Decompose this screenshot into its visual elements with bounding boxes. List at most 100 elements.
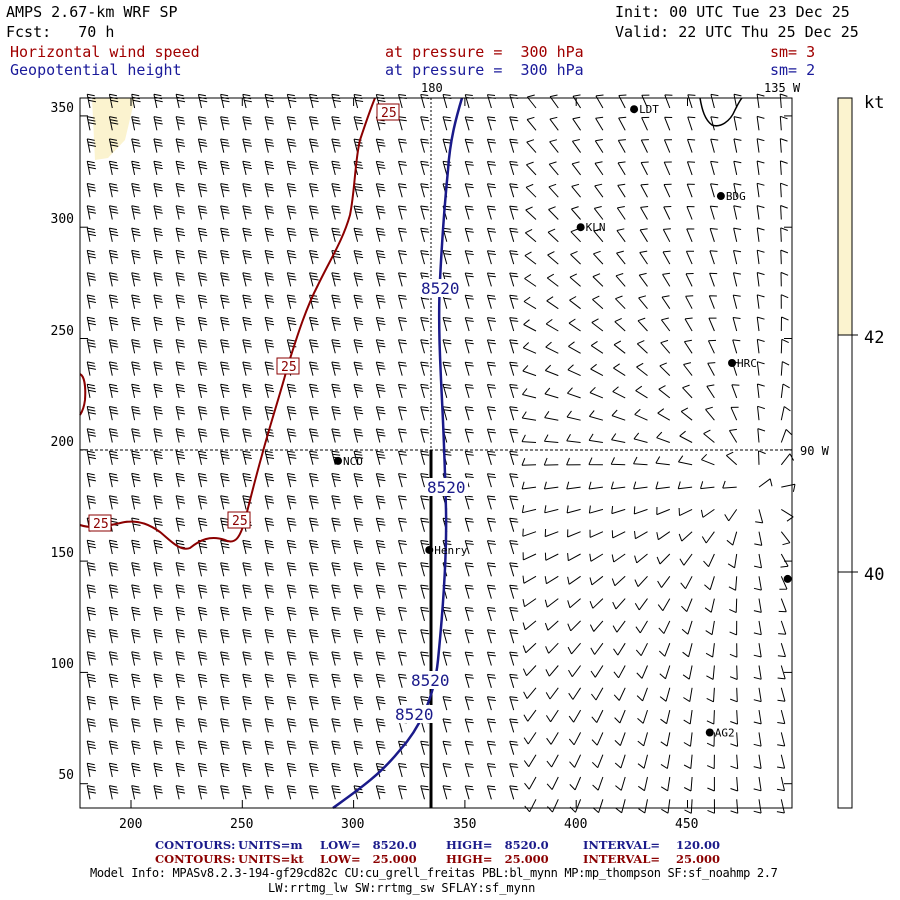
wind-barb — [175, 406, 186, 421]
wind-barb — [131, 718, 141, 733]
wind-barb — [526, 116, 537, 131]
wind-barb — [572, 116, 582, 131]
wind-barb — [753, 665, 762, 680]
wind-barb — [264, 517, 275, 532]
wind-barb — [375, 651, 386, 666]
wind-barb — [197, 339, 208, 354]
wind-barb — [509, 718, 519, 733]
wind-barb — [617, 161, 626, 176]
wind-barb — [353, 696, 364, 711]
wind-barb — [657, 576, 671, 588]
footer-contour1-interval: INTERVAL= 120.00 — [583, 838, 721, 852]
wind-barb — [264, 718, 275, 733]
wind-barb — [242, 740, 252, 755]
wind-barb — [108, 562, 119, 577]
wind-barb — [657, 408, 671, 421]
wind-barb — [611, 575, 626, 587]
wind-barb — [442, 406, 452, 421]
wind-barb — [331, 160, 341, 176]
wind-barb — [197, 696, 208, 711]
wind-barb — [175, 93, 186, 109]
wind-barb — [353, 183, 364, 198]
wind-barb — [486, 294, 496, 309]
wind-barb — [662, 250, 671, 265]
wind-barb — [571, 183, 581, 198]
wind-barb — [442, 629, 452, 644]
wind-barb — [522, 342, 537, 354]
wind-barb — [131, 740, 141, 755]
wind-barb — [131, 93, 141, 109]
wind-barb — [612, 598, 626, 610]
wind-barb — [309, 517, 319, 532]
wind-barb — [591, 318, 604, 332]
wind-barb — [780, 338, 789, 354]
wind-barb — [264, 629, 275, 644]
wind-barb — [197, 428, 208, 443]
wind-barb — [153, 116, 163, 131]
wind-barb — [153, 428, 163, 443]
footer-contour2-units: UNITS=kt — [238, 852, 304, 866]
wind-barb — [509, 428, 519, 443]
wind-barb — [331, 539, 341, 555]
wind-barb — [705, 406, 715, 421]
wind-barb — [657, 598, 671, 612]
footer-contour2-high: HIGH= 25.000 — [446, 852, 549, 866]
height-contour-8520 — [332, 97, 464, 810]
wind-barb — [677, 455, 693, 466]
wind-barb — [442, 383, 452, 399]
wind-barb — [659, 362, 671, 376]
wind-barb — [442, 339, 452, 354]
wind-barb — [331, 673, 341, 688]
wind-barb — [707, 339, 717, 354]
wind-barb — [108, 495, 119, 510]
wind-barb — [709, 250, 718, 265]
wind-barb — [108, 383, 119, 399]
wind-barb — [681, 598, 693, 612]
wind-barb — [131, 762, 141, 778]
wind-barb — [264, 250, 275, 265]
wind-barb — [220, 339, 230, 354]
wind-barb — [523, 709, 537, 722]
footer-contour1-units: UNITS=m — [238, 838, 303, 852]
wind-barb — [509, 339, 519, 354]
wind-barb — [543, 457, 559, 466]
wind-barb — [286, 428, 297, 443]
wind-barb — [309, 785, 319, 800]
wind-barb — [175, 249, 186, 265]
wind-barb — [309, 339, 319, 354]
wind-barb — [442, 317, 452, 332]
wind-barb — [777, 754, 786, 769]
wind-barb — [636, 362, 648, 376]
footer-contour1-high: HIGH= 8520.0 — [446, 838, 549, 852]
wind-barb — [197, 651, 208, 666]
wind-barb — [86, 205, 96, 220]
wind-barb — [131, 383, 141, 399]
wind-barb — [242, 584, 252, 599]
wind-barb — [375, 606, 386, 622]
wind-barb — [264, 495, 275, 510]
wind-barb — [509, 629, 519, 644]
wind-barb — [286, 762, 297, 778]
wind-barb — [309, 116, 319, 131]
wind-barb — [375, 428, 386, 443]
wind-barb — [86, 361, 96, 376]
wind-barb — [567, 553, 581, 562]
wind-barb — [686, 206, 695, 220]
wind-barb — [353, 138, 364, 153]
wind-barb — [131, 160, 141, 176]
wind-barb — [353, 361, 364, 376]
wind-barb — [756, 138, 765, 153]
wind-barb — [733, 205, 742, 220]
wind-barb — [331, 651, 341, 666]
wind-barb — [309, 651, 319, 666]
wind-barb — [509, 495, 519, 510]
wind-barb — [464, 651, 474, 666]
wind-barb — [753, 620, 762, 636]
field2-smooth: sm= 2 — [770, 61, 816, 79]
wind-barb — [641, 116, 650, 131]
wind-barb — [780, 383, 790, 398]
wind-barb — [486, 584, 496, 599]
wind-barb — [753, 799, 762, 814]
wind-barb — [663, 206, 672, 220]
wind-barb — [398, 629, 407, 644]
